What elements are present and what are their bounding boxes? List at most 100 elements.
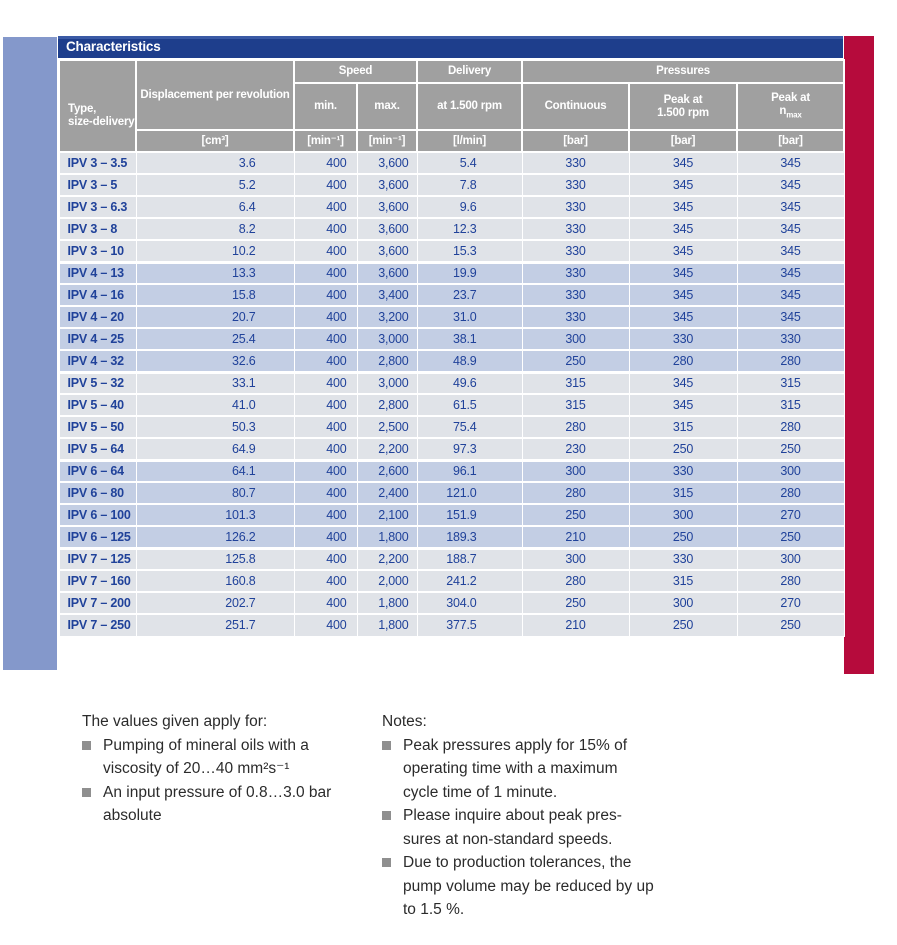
table-row: IPV 7 – 160 160.8 400 2,000 241.2 280 315 280 [58, 569, 845, 593]
cell-type: IPV 3 – 5 [58, 173, 137, 197]
col-speed-max: max. [355, 82, 419, 131]
cell-speed_max: 3,600 [356, 173, 418, 197]
note-item: Pumping of mineral oils with a viscosity… [82, 734, 340, 781]
unit-continuous: [bar] [521, 129, 631, 153]
table-row: IPV 5 – 50 50.3 400 2,500 75.4 280 315 280 [58, 415, 845, 439]
cell-p_peak_1500: 250 [628, 613, 738, 637]
cell-speed_min: 400 [293, 525, 358, 549]
cell-delivery: 96.1 [416, 458, 523, 483]
square-bullet-icon [82, 787, 91, 797]
cell-speed_max: 3,600 [356, 239, 418, 263]
cell-displacement: 3.6 [135, 151, 295, 175]
cell-type: IPV 6 – 64 [58, 458, 137, 483]
cell-speed_max: 3,600 [356, 260, 418, 285]
notes-left-column: The values given apply for: Pumping of m… [82, 710, 340, 922]
cell-speed_min: 400 [293, 546, 358, 571]
cell-type: IPV 6 – 80 [58, 481, 137, 505]
cell-p_continuous: 280 [521, 481, 630, 505]
cell-p_peak_nmax: 300 [736, 546, 845, 571]
cell-p_peak_nmax: 280 [736, 569, 845, 593]
cell-displacement: 32.6 [135, 349, 295, 373]
cell-delivery: 23.7 [416, 283, 523, 307]
cell-type: IPV 5 – 64 [58, 437, 137, 461]
cell-p_peak_nmax: 270 [736, 591, 845, 615]
cell-delivery: 121.0 [416, 481, 523, 505]
cell-delivery: 7.8 [416, 173, 523, 197]
cell-p_peak_1500: 345 [628, 217, 738, 241]
unit-speed-min: [min⁻¹] [293, 129, 358, 153]
table-row: IPV 4 – 32 32.6 400 2,800 48.9 250 280 280 [58, 349, 845, 373]
cell-p_peak_nmax: 345 [736, 173, 845, 197]
cell-p_peak_nmax: 345 [736, 305, 845, 329]
cell-delivery: 9.6 [416, 195, 523, 219]
group-pressures: Pressures [521, 59, 846, 84]
cell-p_continuous: 330 [521, 151, 630, 175]
cell-p_peak_1500: 250 [628, 525, 738, 549]
square-bullet-icon [382, 811, 391, 820]
note-item-text: An input pressure of 0.8…3.0 bar absolut… [103, 783, 332, 825]
cell-p_peak_1500: 280 [628, 349, 738, 373]
cell-type: IPV 7 – 200 [58, 591, 137, 615]
cell-speed_min: 400 [293, 458, 358, 483]
table-row: IPV 6 – 100 101.3 400 2,100 151.9 250 300 270 [58, 503, 845, 527]
cell-displacement: 50.3 [135, 415, 295, 439]
cell-displacement: 64.1 [135, 458, 295, 483]
cell-p_peak_nmax: 315 [736, 393, 845, 417]
characteristics-table: Type, size-delivery Displacement per revo… [58, 59, 846, 637]
cell-p_peak_1500: 345 [628, 283, 738, 307]
cell-type: IPV 3 – 8 [58, 217, 137, 241]
cell-type: IPV 7 – 250 [58, 613, 137, 637]
cell-delivery: 304.0 [416, 591, 523, 615]
cell-speed_min: 400 [293, 305, 358, 329]
cell-delivery: 151.9 [416, 503, 523, 527]
cell-speed_max: 2,600 [356, 458, 418, 483]
group-delivery: Delivery [416, 59, 524, 84]
cell-p_peak_1500: 300 [628, 503, 738, 527]
cell-speed_max: 2,200 [356, 546, 418, 571]
cell-p_peak_nmax: 345 [736, 260, 845, 285]
col-speed-min: min. [293, 82, 358, 131]
notes-right-title: Notes: [382, 713, 427, 730]
cell-type: IPV 5 – 50 [58, 415, 137, 439]
table-row: IPV 5 – 40 41.0 400 2,800 61.5 315 345 315 [58, 393, 845, 417]
cell-p_peak_nmax: 280 [736, 481, 845, 505]
cell-delivery: 15.3 [416, 239, 523, 263]
cell-delivery: 189.3 [416, 525, 523, 549]
note-item: Peak pressures apply for 15% of operatin… [382, 734, 654, 805]
table-row: IPV 6 – 80 80.7 400 2,400 121.0 280 315 280 [58, 481, 845, 505]
cell-speed_max: 1,800 [356, 591, 418, 615]
cell-delivery: 49.6 [416, 370, 523, 395]
cell-p_continuous: 330 [521, 260, 630, 285]
col-peak-1500-line2: 1.500 rpm [657, 106, 709, 119]
cell-type: IPV 6 – 100 [58, 503, 137, 527]
cell-type: IPV 4 – 25 [58, 327, 137, 351]
cell-delivery: 377.5 [416, 613, 523, 637]
cell-speed_min: 400 [293, 260, 358, 285]
cell-speed_min: 400 [293, 591, 358, 615]
cell-p_peak_1500: 345 [628, 305, 738, 329]
cell-p_continuous: 210 [521, 613, 630, 637]
cell-displacement: 8.2 [135, 217, 295, 241]
cell-speed_max: 3,400 [356, 283, 418, 307]
cell-speed_min: 400 [293, 370, 358, 395]
cell-delivery: 75.4 [416, 415, 523, 439]
cell-p_peak_nmax: 345 [736, 283, 845, 307]
cell-speed_max: 3,600 [356, 195, 418, 219]
cell-p_continuous: 330 [521, 195, 630, 219]
cell-p_peak_1500: 315 [628, 569, 738, 593]
table-row: IPV 4 – 20 20.7 400 3,200 31.0 330 345 345 [58, 305, 845, 329]
unit-displacement: [cm³] [135, 129, 295, 153]
cell-p_continuous: 315 [521, 370, 630, 395]
cell-speed_max: 1,800 [356, 613, 418, 637]
table-row: IPV 3 – 3.5 3.6 400 3,600 5.4 330 345 345 [58, 151, 845, 175]
col-delivery-rpm: at 1.500 rpm [416, 82, 524, 131]
unit-delivery: [l/min] [416, 129, 524, 153]
cell-type: IPV 5 – 32 [58, 370, 137, 395]
cell-displacement: 80.7 [135, 481, 295, 505]
col-type-line1: Type, [68, 103, 97, 115]
cell-speed_min: 400 [293, 613, 358, 637]
cell-p_peak_1500: 345 [628, 370, 738, 395]
cell-p_continuous: 330 [521, 239, 630, 263]
cell-p_continuous: 250 [521, 503, 630, 527]
cell-p_continuous: 300 [521, 327, 630, 351]
